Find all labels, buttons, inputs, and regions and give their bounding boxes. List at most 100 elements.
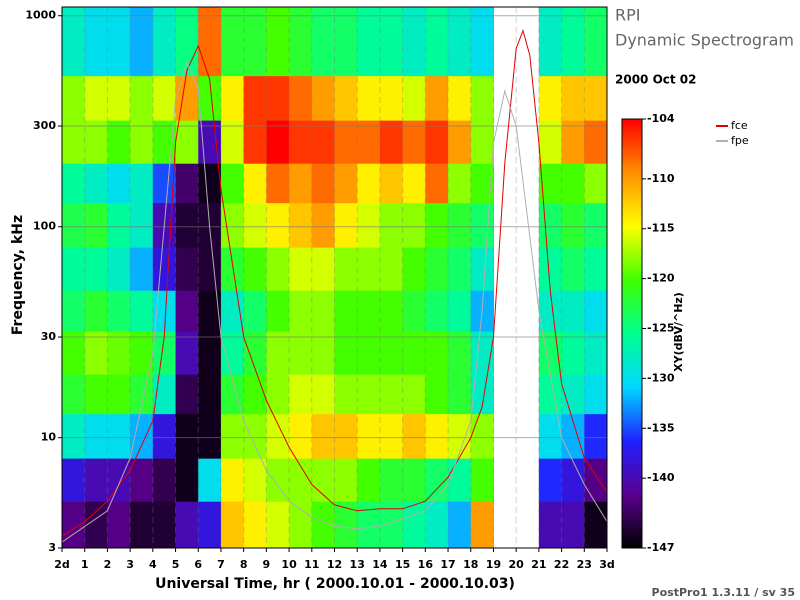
heatmap-cell [198, 7, 222, 77]
heatmap-cell [220, 290, 245, 332]
colorbar-strip [622, 238, 642, 240]
colorbar-strip [622, 143, 642, 145]
colorbar-strip [622, 154, 642, 156]
colorbar-strip [622, 259, 642, 261]
colorbar-strip [622, 417, 642, 419]
heatmap-cell [425, 290, 449, 332]
heatmap-cell [334, 413, 358, 459]
heatmap-cell [266, 458, 290, 502]
colorbar-strip [622, 508, 642, 510]
colorbar-strip [622, 465, 642, 467]
heatmap-cell [130, 247, 154, 291]
colorbar-strip [622, 230, 642, 232]
colorbar-strip [622, 240, 642, 242]
colorbar-strip [622, 479, 642, 481]
colorbar-strip [622, 137, 642, 139]
heatmap-cell [402, 290, 426, 332]
heatmap-cell [425, 413, 449, 459]
colorbar-strip [622, 430, 642, 432]
colorbar-tick-label: -125 [647, 322, 675, 335]
heatmap-cell [470, 374, 494, 415]
colorbar-strip [622, 161, 642, 163]
heatmap-cell [266, 247, 290, 291]
x-tick-label: 3d [599, 558, 615, 571]
colorbar-strip [622, 503, 642, 505]
heatmap-cell [152, 75, 177, 121]
colorbar-strip [622, 172, 642, 174]
heatmap-cell [243, 163, 267, 204]
heatmap-cell [266, 331, 290, 375]
heatmap-cell [175, 501, 199, 548]
colorbar-strip [622, 234, 642, 236]
colorbar-strip [622, 242, 642, 244]
colorbar-strip [622, 245, 642, 247]
colorbar-strip [622, 462, 642, 464]
colorbar-strip [622, 507, 642, 509]
x-tick-label: 4 [149, 558, 157, 571]
series-line [62, 61, 607, 543]
colorbar-strip [622, 300, 642, 302]
heatmap-cell [584, 7, 607, 77]
colorbar-strip [622, 419, 642, 421]
colorbar-strip [622, 470, 642, 472]
heatmap-cell [243, 290, 267, 332]
colorbar-strip [622, 474, 642, 476]
colorbar-strip [622, 422, 642, 424]
colorbar-strip [622, 449, 642, 451]
colorbar-strip [622, 345, 642, 347]
colorbar-strip [622, 425, 642, 427]
heatmap-cell [266, 413, 290, 459]
colorbar-strip [622, 186, 642, 188]
colorbar-strip [622, 170, 642, 172]
colorbar-strip [622, 418, 642, 420]
colorbar-strip [622, 461, 642, 463]
colorbar-strip [622, 290, 642, 292]
colorbar-strip [622, 196, 642, 198]
colorbar-strip [622, 369, 642, 371]
colorbar-strip [622, 378, 642, 380]
colorbar-strip [622, 184, 642, 186]
heatmap-cell [130, 458, 154, 502]
colorbar-strip [622, 410, 642, 412]
colorbar-strip [622, 409, 642, 411]
x-tick-label: 11 [304, 558, 319, 571]
colorbar-strip [622, 261, 642, 263]
colorbar-strip [622, 258, 642, 260]
x-tick-label: 23 [577, 558, 592, 571]
colorbar-strip [622, 540, 642, 542]
heatmap-cell [289, 331, 313, 375]
heatmap-cell [334, 247, 358, 291]
heatmap-cell [175, 413, 199, 459]
colorbar-strip [622, 130, 642, 132]
colorbar-strip [622, 396, 642, 398]
colorbar-strip [622, 445, 642, 447]
colorbar-strip [622, 246, 642, 248]
colorbar-strip [622, 195, 642, 197]
heatmap-cell [84, 331, 108, 375]
x-tick-label: 3 [126, 558, 134, 571]
colorbar-strip [622, 308, 642, 310]
heatmap-cell [311, 75, 335, 121]
colorbar-strip [622, 438, 642, 440]
heatmap-cell [311, 458, 335, 502]
colorbar-strip [622, 119, 642, 121]
colorbar-strip [622, 275, 642, 277]
colorbar-strip [622, 476, 642, 478]
heatmap-cell [334, 458, 358, 502]
heatmap-cell [538, 413, 563, 459]
colorbar-strip [622, 224, 642, 226]
colorbar-strip [622, 288, 642, 290]
heatmap-cell [107, 75, 131, 121]
heatmap-cell [561, 413, 585, 459]
colorbar-strip [622, 127, 642, 129]
colorbar-strip [622, 371, 642, 373]
colorbar-strip [622, 314, 642, 316]
colorbar-strip [622, 305, 642, 307]
colorbar-strip [622, 156, 642, 158]
heatmap-cell [243, 7, 267, 77]
colorbar-strip [622, 310, 642, 312]
colorbar-strip [622, 386, 642, 388]
colorbar-strip [622, 349, 642, 351]
colorbar-strip [622, 286, 642, 288]
heatmap-cell [379, 163, 404, 204]
